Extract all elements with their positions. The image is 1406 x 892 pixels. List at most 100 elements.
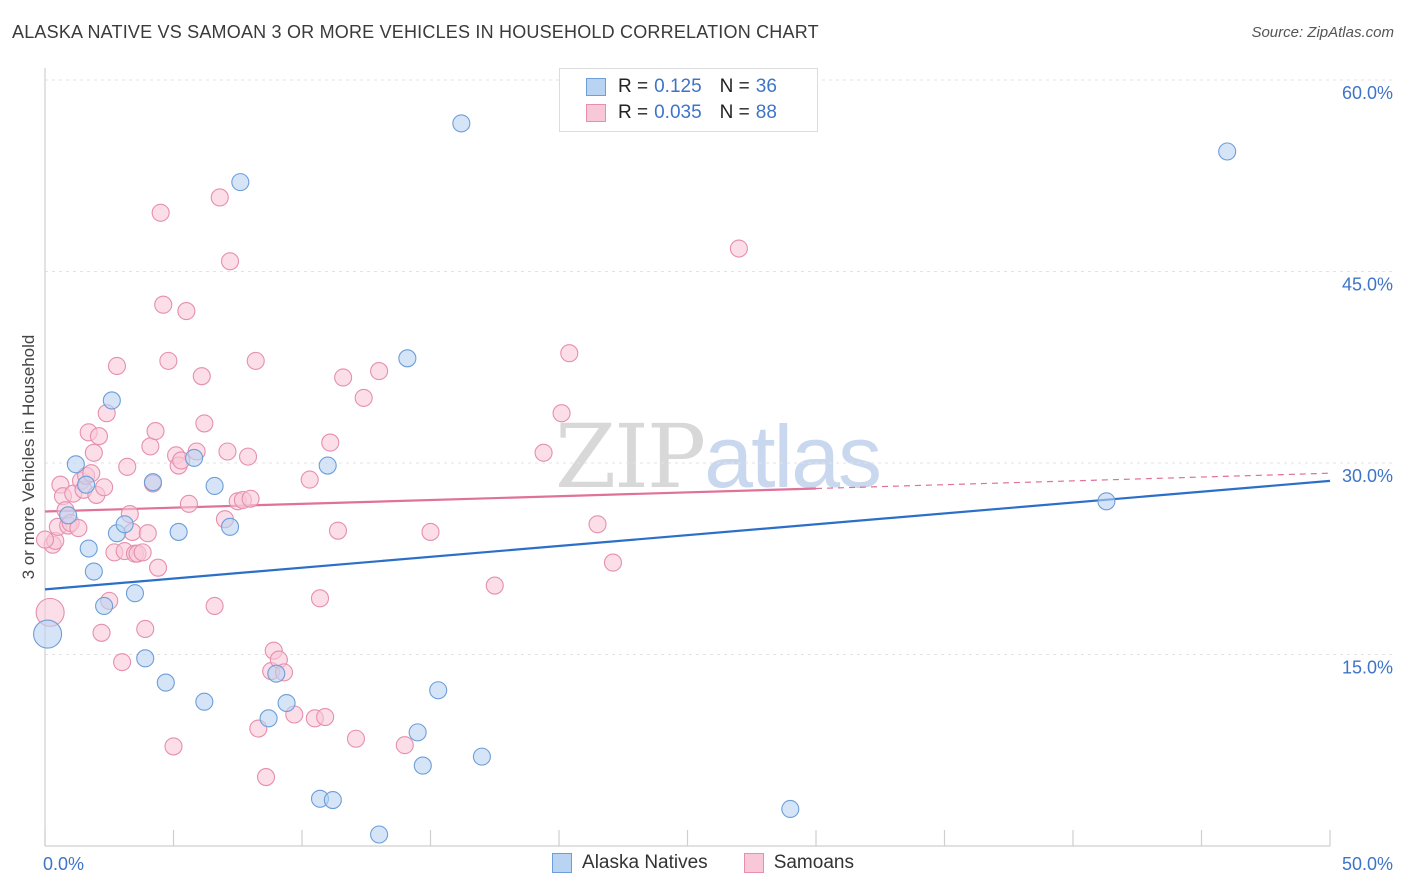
samoan-point	[421, 522, 440, 541]
alaska-point	[277, 693, 296, 713]
samoan-swatch-icon	[586, 104, 606, 122]
legend-r-value: 0.125	[654, 76, 702, 97]
samoan-point	[89, 427, 109, 446]
alaska-point	[115, 515, 134, 534]
samoan-point	[246, 351, 265, 370]
alaska-point	[323, 790, 342, 810]
samoan-point	[328, 521, 348, 540]
samoan-point	[149, 558, 168, 577]
legend-n-value: 88	[755, 102, 777, 123]
samoan-point	[192, 367, 211, 386]
alaska-trend-line	[44, 479, 1331, 591]
samoan-point	[107, 356, 127, 376]
samoan-point	[300, 470, 319, 489]
samoan-point	[154, 295, 173, 314]
samoan-point	[159, 351, 178, 370]
alaska-point	[472, 747, 491, 766]
legend-item-samoan[interactable]: Samoans	[743, 852, 854, 874]
samoan-point	[310, 589, 330, 608]
alaska-point	[781, 799, 800, 819]
source-label: Source: ZipAtlas.com	[1251, 24, 1394, 41]
samoan-point	[316, 708, 335, 727]
y-tick-label: 45.0%	[1342, 275, 1393, 295]
legend-n-value: 36	[755, 76, 777, 97]
samoan-point	[534, 443, 553, 462]
samoan-point	[241, 489, 260, 508]
samoan-point	[256, 768, 276, 787]
alaska-point	[318, 456, 337, 475]
y-tick-label: 60.0%	[1342, 83, 1393, 103]
samoan-point	[603, 553, 623, 572]
samoan-legend-icon	[743, 853, 764, 873]
legend-n-label: N =	[719, 102, 750, 123]
alaska-point	[185, 448, 204, 467]
samoan-point	[370, 362, 389, 381]
samoan-point	[210, 188, 229, 207]
samoan-point	[113, 653, 132, 672]
samoan-point	[552, 404, 571, 423]
alaska-swatch-icon	[586, 78, 606, 96]
alaska-point	[79, 539, 98, 558]
samoan-point	[35, 530, 55, 549]
legend-r-value: 0.035	[654, 102, 702, 123]
legend-item-alaska[interactable]: Alaska Natives	[552, 852, 708, 874]
alaska-point	[370, 825, 389, 844]
samoan-point	[177, 302, 196, 321]
alaska-point	[59, 506, 78, 525]
series-legend: Alaska Natives Samoans	[0, 852, 1406, 874]
alaska-point	[267, 664, 286, 683]
tick-labels: 15.0% 30.0% 45.0% 60.0% 0.0% 50.0%	[43, 83, 1393, 874]
legend-n-label: N =	[719, 76, 750, 97]
legend-label-alaska: Alaska Natives	[582, 852, 708, 873]
legend-row-samoan: R = 0.035 N = 88	[586, 100, 777, 126]
alaska-point	[1218, 142, 1237, 161]
alaska-point	[231, 173, 250, 192]
alaska-point	[95, 596, 114, 616]
alaska-point	[408, 723, 427, 742]
samoan-point	[69, 519, 88, 538]
samoan-point	[346, 729, 366, 748]
samoan-point	[354, 388, 373, 407]
alaska-point	[156, 673, 175, 692]
alaska-point	[195, 692, 214, 711]
samoan-point	[334, 368, 353, 387]
y-tick-label: 15.0%	[1342, 658, 1393, 678]
watermark-zip: ZIP	[555, 405, 706, 508]
axes	[44, 68, 1331, 847]
samoan-point	[146, 422, 165, 441]
samoan-point	[485, 576, 504, 595]
samoan-point	[141, 437, 160, 456]
x-tick-label: 50.0%	[1342, 854, 1393, 874]
grid-lines	[45, 79, 1395, 655]
trend-lines	[44, 472, 1331, 591]
alaska-point	[66, 455, 85, 474]
alaska-point	[259, 709, 278, 728]
samoan-point	[195, 414, 214, 433]
stats-legend: R = 0.125 N = 36 R = 0.035 N = 88	[559, 68, 818, 132]
samoan-point	[136, 619, 155, 639]
alaska-point	[143, 473, 162, 492]
samoan-point	[179, 494, 198, 513]
alaska-point	[205, 476, 224, 496]
alaska-point	[413, 756, 432, 775]
alaska-point	[77, 475, 96, 494]
legend-r-label: R =	[618, 102, 649, 123]
x-tick-label: 0.0%	[43, 854, 84, 874]
samoan-point	[164, 737, 183, 756]
samoan-point	[220, 252, 240, 271]
samoan-point	[138, 524, 157, 543]
samoan-point	[84, 443, 103, 462]
legend-r-label: R =	[618, 76, 649, 97]
samoan-point	[151, 203, 170, 222]
alaska-legend-icon	[552, 853, 573, 873]
samoan-point	[321, 433, 340, 452]
chart-title: ALASKA NATIVE VS SAMOAN 3 OR MORE VEHICL…	[12, 22, 819, 42]
samoan-point	[205, 596, 224, 616]
watermark: ZIPatlas	[555, 405, 882, 508]
alaska-point	[220, 517, 240, 536]
alaska-point	[169, 522, 188, 541]
samoan-point	[560, 344, 579, 363]
legend-row-alaska: R = 0.125 N = 36	[586, 74, 777, 100]
samoan-point	[588, 515, 607, 534]
